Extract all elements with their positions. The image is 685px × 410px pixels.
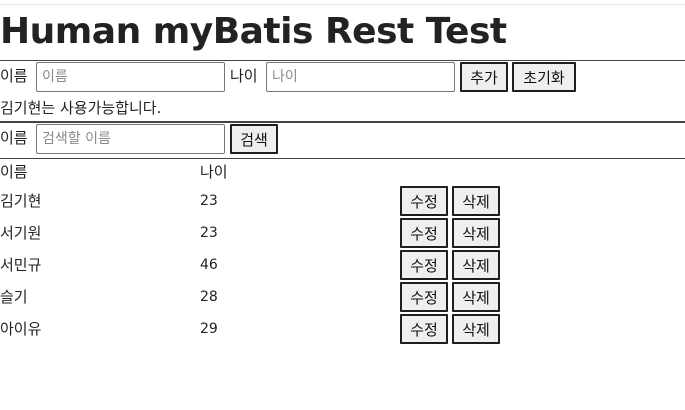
row-age: 29	[200, 321, 218, 337]
column-header-name: 이름	[0, 163, 28, 181]
add-age-input[interactable]	[266, 62, 455, 92]
table-row: 아이유 29 수정 삭제	[0, 314, 685, 346]
row-age: 46	[200, 257, 218, 273]
add-button[interactable]: 추가	[460, 62, 508, 92]
divider	[0, 121, 685, 123]
table-row: 김기현 23 수정 삭제	[0, 186, 685, 218]
column-header-age: 나이	[200, 163, 228, 181]
search-button[interactable]: 검색	[230, 124, 278, 154]
row-name: 서기원	[0, 224, 42, 242]
table-row: 슬기 28 수정 삭제	[0, 282, 685, 314]
delete-button[interactable]: 삭제	[452, 218, 500, 248]
top-divider	[0, 4, 685, 5]
add-age-label: 나이	[230, 67, 258, 85]
row-age: 23	[200, 193, 218, 209]
divider	[0, 60, 685, 61]
edit-button[interactable]: 수정	[400, 250, 448, 280]
row-name: 서민규	[0, 256, 42, 274]
row-name: 아이유	[0, 320, 42, 338]
add-name-label: 이름	[0, 67, 28, 85]
row-age: 23	[200, 225, 218, 241]
edit-button[interactable]: 수정	[400, 314, 448, 344]
edit-button[interactable]: 수정	[400, 186, 448, 216]
delete-button[interactable]: 삭제	[452, 282, 500, 312]
status-message: 김기현는 사용가능합니다.	[0, 99, 162, 117]
edit-button[interactable]: 수정	[400, 282, 448, 312]
delete-button[interactable]: 삭제	[452, 186, 500, 216]
row-name: 김기현	[0, 192, 42, 210]
add-name-input[interactable]	[36, 62, 225, 92]
page-title: Human myBatis Rest Test	[0, 11, 507, 52]
edit-button[interactable]: 수정	[400, 218, 448, 248]
row-age: 28	[200, 289, 218, 305]
search-name-label: 이름	[0, 129, 28, 147]
delete-button[interactable]: 삭제	[452, 314, 500, 344]
search-input[interactable]	[36, 124, 225, 154]
table-row: 서기원 23 수정 삭제	[0, 218, 685, 250]
reset-button[interactable]: 초기화	[512, 62, 576, 92]
table-row: 서민규 46 수정 삭제	[0, 250, 685, 282]
delete-button[interactable]: 삭제	[452, 250, 500, 280]
divider	[0, 158, 685, 159]
row-name: 슬기	[0, 288, 28, 306]
